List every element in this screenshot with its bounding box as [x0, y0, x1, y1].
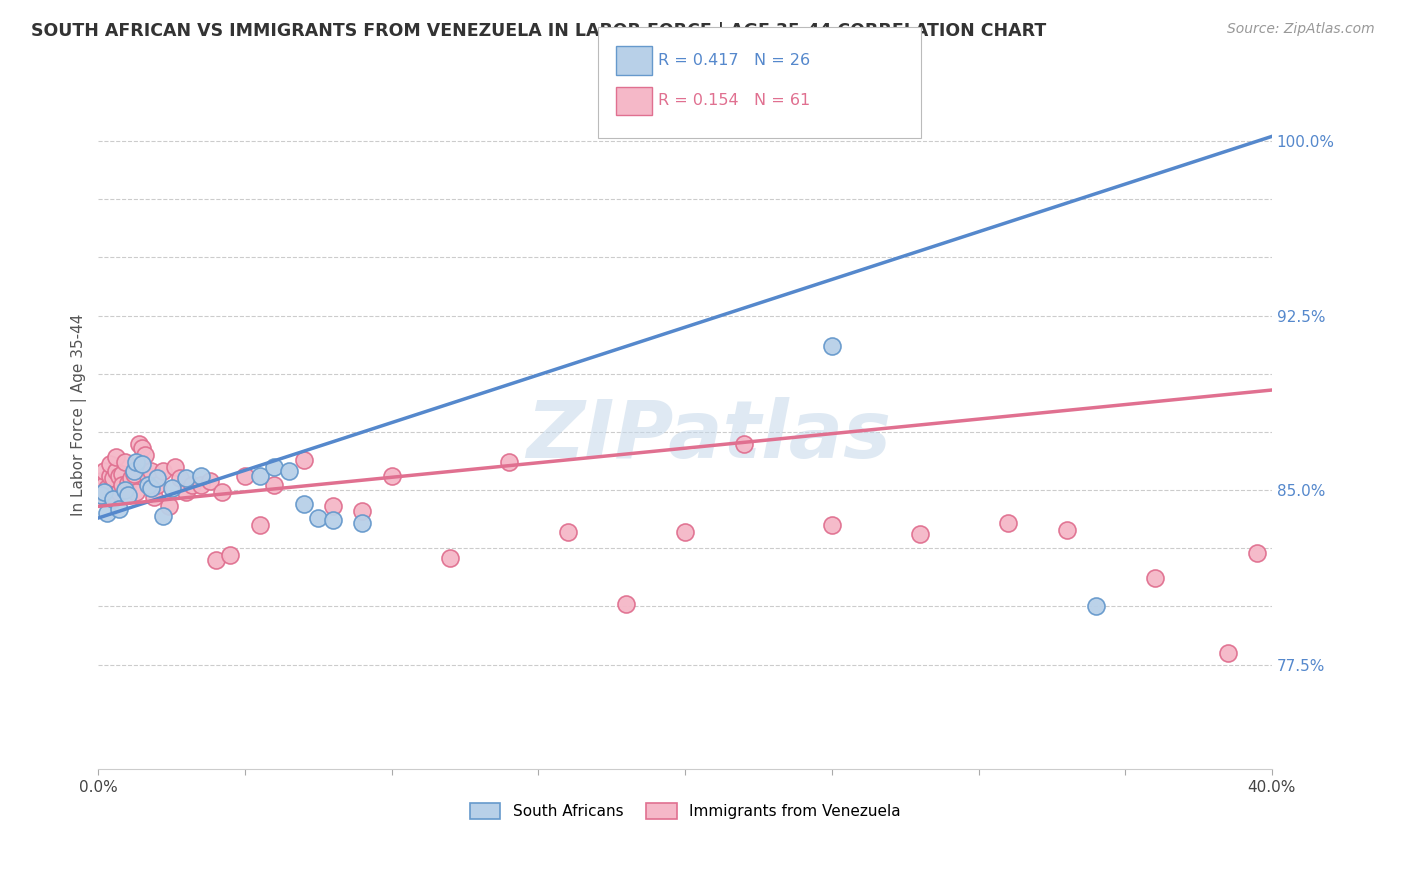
Point — [143, 490, 166, 504]
Point — [292, 497, 315, 511]
Point — [136, 478, 159, 492]
Point — [96, 490, 118, 504]
Point — [117, 476, 139, 491]
Point — [204, 553, 226, 567]
Point — [616, 597, 638, 611]
Point — [122, 465, 145, 479]
Point — [211, 485, 233, 500]
Point — [219, 548, 242, 562]
Point — [176, 485, 198, 500]
Point — [108, 501, 131, 516]
Point — [96, 506, 118, 520]
Point — [439, 550, 461, 565]
Point — [160, 481, 183, 495]
Point — [117, 488, 139, 502]
Point — [120, 471, 142, 485]
Point — [733, 436, 755, 450]
Point — [1084, 599, 1107, 614]
Point — [90, 488, 112, 502]
Point — [93, 478, 115, 492]
Point — [93, 465, 115, 479]
Text: SOUTH AFRICAN VS IMMIGRANTS FROM VENEZUELA IN LABOR FORCE | AGE 35-44 CORRELATIO: SOUTH AFRICAN VS IMMIGRANTS FROM VENEZUE… — [31, 22, 1046, 40]
Text: R = 0.417   N = 26: R = 0.417 N = 26 — [658, 54, 810, 68]
Point — [322, 513, 344, 527]
Point — [997, 516, 1019, 530]
Point — [352, 504, 374, 518]
Point — [322, 500, 344, 514]
Point — [131, 458, 153, 472]
Point — [352, 516, 374, 530]
Point — [157, 500, 180, 514]
Point — [96, 481, 118, 495]
Text: R = 0.154   N = 61: R = 0.154 N = 61 — [658, 94, 810, 108]
Point — [141, 465, 163, 479]
Point — [908, 527, 931, 541]
Point — [673, 524, 696, 539]
Text: ZIPatlas: ZIPatlas — [526, 397, 891, 475]
Point — [104, 465, 127, 479]
Point — [152, 508, 174, 523]
Point — [90, 481, 112, 495]
Point — [381, 469, 404, 483]
Point — [163, 459, 186, 474]
Point — [169, 471, 191, 485]
Point — [125, 485, 148, 500]
Point — [136, 469, 159, 483]
Point — [98, 469, 121, 483]
Point — [292, 453, 315, 467]
Point — [146, 478, 169, 492]
Point — [108, 469, 131, 483]
Point — [821, 339, 844, 353]
Point — [98, 458, 121, 472]
Point — [146, 471, 169, 485]
Point — [131, 441, 153, 455]
Point — [128, 436, 150, 450]
Point — [307, 511, 329, 525]
Legend: South Africans, Immigrants from Venezuela: South Africans, Immigrants from Venezuel… — [464, 797, 907, 825]
Point — [101, 492, 124, 507]
Point — [134, 448, 156, 462]
Point — [104, 450, 127, 465]
Text: Source: ZipAtlas.com: Source: ZipAtlas.com — [1227, 22, 1375, 37]
Point — [190, 478, 212, 492]
Point — [125, 455, 148, 469]
Point — [1216, 646, 1239, 660]
Point — [114, 455, 136, 469]
Point — [821, 518, 844, 533]
Point — [190, 469, 212, 483]
Point — [152, 465, 174, 479]
Point — [249, 518, 271, 533]
Point — [101, 488, 124, 502]
Point — [263, 459, 285, 474]
Point — [233, 469, 256, 483]
Point — [1246, 546, 1268, 560]
Point — [198, 474, 221, 488]
Y-axis label: In Labor Force | Age 35-44: In Labor Force | Age 35-44 — [72, 313, 87, 516]
Point — [1143, 572, 1166, 586]
Point — [181, 478, 204, 492]
Point — [176, 471, 198, 485]
Point — [93, 485, 115, 500]
Point — [557, 524, 579, 539]
Point — [93, 485, 115, 500]
Point — [1056, 523, 1078, 537]
Point — [498, 455, 520, 469]
Point — [108, 485, 131, 500]
Point — [90, 488, 112, 502]
Point — [111, 478, 134, 492]
Point — [90, 474, 112, 488]
Point — [278, 465, 301, 479]
Point — [141, 481, 163, 495]
Point — [249, 469, 271, 483]
Point — [263, 478, 285, 492]
Point — [111, 467, 134, 481]
Point — [114, 483, 136, 497]
Point — [122, 467, 145, 481]
Point — [101, 471, 124, 485]
